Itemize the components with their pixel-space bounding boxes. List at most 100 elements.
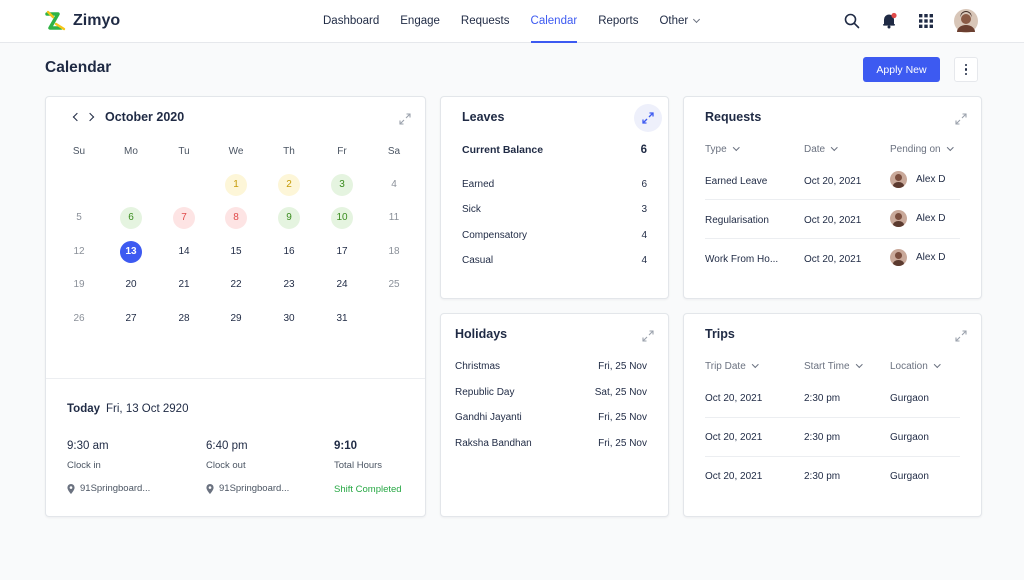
apps-grid-icon[interactable] <box>919 14 933 33</box>
request-type[interactable]: Earned Leave <box>705 176 768 187</box>
expand-icon[interactable] <box>634 104 662 132</box>
calendar-card: October 2020 Su Mo Tu We Th Fr Sa 1 2 3 4 5 6 7 8 9 10 11… <box>45 96 426 517</box>
calendar-day[interactable]: 14 <box>178 246 190 257</box>
column-header-trip-date[interactable]: Trip Date <box>705 361 759 372</box>
expand-icon[interactable] <box>955 329 967 342</box>
calendar-day[interactable]: 24 <box>336 279 348 290</box>
calendar-day[interactable]: 19 <box>73 279 85 290</box>
current-balance-value: 6 <box>640 144 647 156</box>
page-title: Calendar <box>45 59 112 76</box>
search-icon[interactable] <box>844 13 860 34</box>
expand-icon[interactable] <box>642 329 654 342</box>
approver-name: Alex D <box>916 174 946 185</box>
column-header-date[interactable]: Date <box>804 144 838 155</box>
nav-dashboard[interactable]: Dashboard <box>323 0 379 43</box>
calendar-day[interactable]: 8 <box>225 207 247 229</box>
row-divider <box>705 456 960 457</box>
request-type[interactable]: Work From Ho... <box>705 254 779 265</box>
apply-new-button[interactable]: Apply New <box>863 57 940 82</box>
zimyo-logo[interactable]: Zimyo <box>45 10 120 32</box>
calendar-day[interactable]: 21 <box>178 279 190 290</box>
column-header-location[interactable]: Location <box>890 361 941 372</box>
row-divider <box>705 199 960 200</box>
request-pending-on: Alex D <box>890 249 945 266</box>
holidays-card: Holidays Christmas Fri, 25 Nov Republic D… <box>440 313 669 517</box>
leaves-title: Leaves <box>462 110 505 124</box>
nav-other-dropdown[interactable]: Other <box>659 0 701 43</box>
expand-icon[interactable] <box>955 112 967 125</box>
calendar-day[interactable]: 27 <box>125 313 137 324</box>
calendar-day[interactable]: 17 <box>336 246 348 257</box>
calendar-day[interactable]: 9 <box>278 207 300 229</box>
calendar-day[interactable]: 3 <box>331 174 353 196</box>
calendar-day[interactable]: 23 <box>283 279 295 290</box>
nav-reports[interactable]: Reports <box>598 0 638 43</box>
holidays-title: Holidays <box>455 327 508 341</box>
chevron-down-icon <box>831 144 838 151</box>
calendar-day[interactable]: 18 <box>388 246 400 257</box>
chevron-left-icon[interactable] <box>72 112 82 122</box>
nav-calendar[interactable]: Calendar <box>530 0 578 43</box>
calendar-day[interactable]: 16 <box>283 246 295 257</box>
leave-count: 3 <box>641 204 647 215</box>
calendar-day[interactable]: 31 <box>336 313 348 324</box>
calendar-day[interactable]: 7 <box>173 207 195 229</box>
bell-icon[interactable] <box>881 12 898 34</box>
trip-date[interactable]: Oct 20, 2021 <box>705 393 763 404</box>
clock-out-label: Clock out <box>206 460 246 471</box>
calendar-day[interactable]: 15 <box>230 246 242 257</box>
calendar-day[interactable]: 20 <box>125 279 137 290</box>
calendar-day[interactable]: 25 <box>388 279 400 290</box>
weekday-label: Tu <box>178 146 190 157</box>
column-header-label: Start Time <box>804 361 850 372</box>
calendar-day[interactable]: 30 <box>283 313 295 324</box>
leave-type: Compensatory <box>462 230 528 241</box>
calendar-day[interactable]: 29 <box>230 313 242 324</box>
requests-title: Requests <box>705 110 762 124</box>
nav-requests[interactable]: Requests <box>461 0 510 43</box>
list-item: Sick 3 <box>462 204 647 215</box>
calendar-day[interactable]: 22 <box>230 279 242 290</box>
column-header-start-time[interactable]: Start Time <box>804 361 863 372</box>
trips-title: Trips <box>705 327 735 341</box>
more-vertical-icon[interactable] <box>954 57 978 82</box>
trip-date[interactable]: Oct 20, 2021 <box>705 471 763 482</box>
holiday-name: Republic Day <box>455 387 515 398</box>
trip-start-time: 2:30 pm <box>804 432 841 443</box>
trip-date[interactable]: Oct 20, 2021 <box>705 432 763 443</box>
column-header-pending-on[interactable]: Pending on <box>890 144 954 155</box>
top-navbar: Zimyo Dashboard Engage Requests Calendar… <box>0 0 1024 43</box>
column-header-type[interactable]: Type <box>705 144 740 155</box>
calendar-day[interactable]: 28 <box>178 313 190 324</box>
holiday-name: Christmas <box>455 361 501 372</box>
list-item: Christmas Fri, 25 Nov <box>455 361 647 372</box>
leave-count: 6 <box>641 179 647 190</box>
nav-engage[interactable]: Engage <box>400 0 440 43</box>
calendar-day[interactable]: 1 <box>225 174 247 196</box>
request-type[interactable]: Regularisation <box>705 215 769 226</box>
current-balance-row: Current Balance 6 <box>462 144 647 156</box>
calendar-day[interactable]: 4 <box>391 179 397 190</box>
calendar-day[interactable]: 10 <box>331 207 353 229</box>
request-date: Oct 20, 2021 <box>804 215 862 226</box>
leave-type: Sick <box>462 204 481 215</box>
trip-location: Gurgaon <box>890 471 929 482</box>
trip-location: Gurgaon <box>890 393 929 404</box>
expand-icon[interactable] <box>399 112 411 125</box>
calendar-day-selected[interactable]: 13 <box>120 241 142 263</box>
chevron-right-icon[interactable] <box>85 112 95 122</box>
nav-calendar-label: Calendar <box>530 15 578 27</box>
clock-in-time: 9:30 am <box>67 440 109 452</box>
avatar <box>890 210 907 227</box>
request-pending-on: Alex D <box>890 210 945 227</box>
calendar-day[interactable]: 2 <box>278 174 300 196</box>
calendar-day[interactable]: 5 <box>76 212 82 223</box>
calendar-day[interactable]: 26 <box>73 313 85 324</box>
calendar-month-label: October 2020 <box>105 110 185 124</box>
weekday-label: Th <box>283 146 295 157</box>
chevron-down-icon <box>693 15 701 24</box>
calendar-day[interactable]: 6 <box>120 207 142 229</box>
user-avatar[interactable] <box>954 9 978 38</box>
calendar-day[interactable]: 12 <box>73 246 85 257</box>
calendar-day[interactable]: 11 <box>388 212 400 223</box>
